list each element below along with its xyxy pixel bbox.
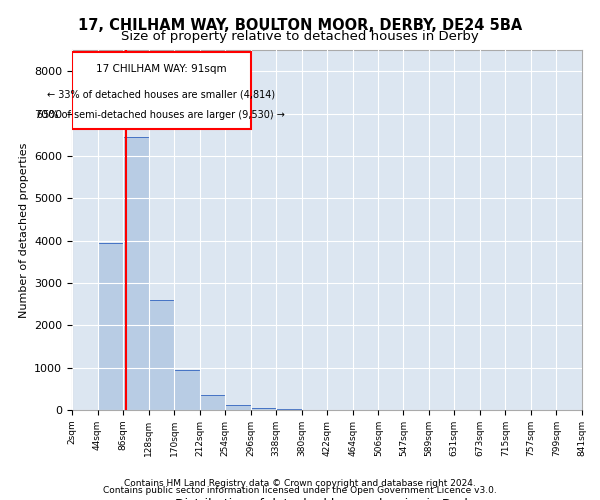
Text: Contains public sector information licensed under the Open Government Licence v3: Contains public sector information licen… — [103, 486, 497, 495]
Text: 17, CHILHAM WAY, BOULTON MOOR, DERBY, DE24 5BA: 17, CHILHAM WAY, BOULTON MOOR, DERBY, DE… — [78, 18, 522, 32]
Text: Size of property relative to detached houses in Derby: Size of property relative to detached ho… — [121, 30, 479, 43]
X-axis label: Distribution of detached houses by size in Derby: Distribution of detached houses by size … — [175, 498, 479, 500]
Bar — [149, 300, 174, 410]
Y-axis label: Number of detached properties: Number of detached properties — [19, 142, 29, 318]
Bar — [251, 408, 276, 410]
Text: ← 33% of detached houses are smaller (4,814): ← 33% of detached houses are smaller (4,… — [47, 90, 275, 100]
FancyBboxPatch shape — [72, 52, 251, 129]
Bar — [174, 370, 200, 410]
Text: 17 CHILHAM WAY: 91sqm: 17 CHILHAM WAY: 91sqm — [96, 64, 227, 74]
Bar — [276, 408, 302, 410]
Bar — [98, 242, 123, 410]
Bar — [225, 405, 251, 410]
Text: Contains HM Land Registry data © Crown copyright and database right 2024.: Contains HM Land Registry data © Crown c… — [124, 478, 476, 488]
Bar — [200, 395, 225, 410]
Bar — [123, 137, 149, 410]
Text: 65% of semi-detached houses are larger (9,530) →: 65% of semi-detached houses are larger (… — [37, 110, 285, 120]
